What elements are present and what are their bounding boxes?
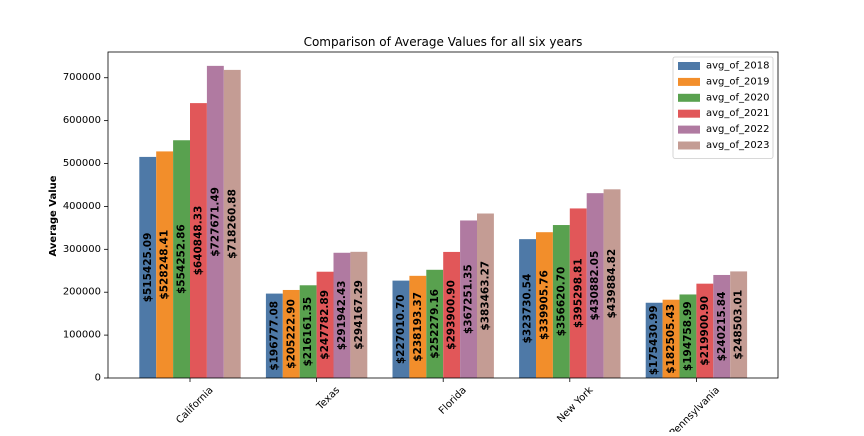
legend: avg_of_2018 avg_of_2019 avg_of_2020 avg_of_… <box>672 56 774 159</box>
bars-layer <box>139 65 748 379</box>
bar-value-label: $383463.27 <box>479 261 491 331</box>
bar-avg_of_2020-texas <box>299 285 317 378</box>
bar-value-label: $294167.29 <box>353 280 365 350</box>
bar-value-label: $238193.37 <box>412 292 424 362</box>
legend-entry-avg_of_2022: avg_of_2022 <box>706 124 769 135</box>
legend-swatch <box>678 125 700 134</box>
bar-avg_of_2022-florida <box>460 220 477 378</box>
y-tick-label: 700000 <box>63 72 101 83</box>
y-tick-label: 0 <box>95 373 101 384</box>
y-tick-label: 100000 <box>63 330 101 341</box>
y-tick-label: 200000 <box>63 287 101 298</box>
y-tick-label: 400000 <box>63 201 101 212</box>
bar-avg_of_2022-new-york <box>586 193 604 378</box>
bar-avg_of_2018-texas <box>265 293 283 378</box>
bar-value-label: $182505.43 <box>665 304 677 374</box>
bar-value-label: $240215.84 <box>716 292 728 362</box>
bar-avg_of_2018-new-york <box>519 239 536 378</box>
legend-entry-avg_of_2019: avg_of_2019 <box>706 76 769 87</box>
bar-value-label: $367251.35 <box>463 264 475 334</box>
bar-value-label: $293900.90 <box>446 280 458 350</box>
bar-value-label: $248503.01 <box>733 290 745 360</box>
y-tick-label: 600000 <box>63 115 101 126</box>
bar-value-label: $528248.41 <box>159 230 171 300</box>
bar-avg_of_2018-california <box>139 156 157 378</box>
bar-value-label: $395298.81 <box>572 258 584 328</box>
y-tick-label: 500000 <box>63 158 101 169</box>
bar-value-label: $515425.09 <box>142 233 154 303</box>
y-axis-label: Average Value <box>48 175 59 256</box>
bar-avg_of_2022-california <box>206 65 224 379</box>
bar-value-label: $356620.70 <box>555 267 567 337</box>
legend-entry-avg_of_2020: avg_of_2020 <box>706 92 769 103</box>
bar-value-label: $175430.99 <box>648 305 660 375</box>
bar-avg_of_2021-florida <box>443 251 461 378</box>
legend-swatch <box>678 109 700 118</box>
x-tick-label-new-york: New York <box>555 385 595 425</box>
legend-entry-avg_of_2023: avg_of_2023 <box>706 140 769 151</box>
bar-avg_of_2023-new-york <box>603 189 621 378</box>
legend-swatch <box>678 62 700 70</box>
bar-value-label: $430882.05 <box>589 251 601 321</box>
bar-avg_of_2019-pennsylvania <box>662 299 680 378</box>
bar-avg_of_2019-california <box>156 151 174 378</box>
bar-avg_of_2021-new-york <box>569 208 587 378</box>
bar-value-label: $554252.86 <box>176 224 188 294</box>
bar-value-label: $252279.16 <box>429 289 441 359</box>
x-tick-label-florida: Florida <box>437 385 469 417</box>
bar-avg_of_2023-florida <box>477 213 494 378</box>
bar-value-label: $640848.33 <box>192 206 204 276</box>
bar-avg_of_2021-california <box>190 103 207 379</box>
bar-value-label: $227010.70 <box>395 294 407 364</box>
bar-value-label: $194758.99 <box>682 301 694 371</box>
bar-avg_of_2018-pennsylvania <box>645 302 663 378</box>
bar-avg_of_2020-new-york <box>552 225 570 378</box>
bar-avg_of_2018-florida <box>392 280 410 378</box>
x-tick-label-california: California <box>174 385 215 426</box>
legend-swatch <box>678 141 700 150</box>
bar-value-label: $339905.76 <box>538 270 550 340</box>
bar-value-label: $727671.49 <box>209 187 221 257</box>
bar-avg_of_2021-texas <box>316 271 334 378</box>
bar-value-label: $216161.35 <box>302 297 314 367</box>
bar-avg_of_2020-pennsylvania <box>679 294 697 378</box>
bar-value-label: $219900.90 <box>699 296 711 366</box>
bar-avg_of_2022-pennsylvania <box>713 274 731 378</box>
bar-value-label: $247782.89 <box>319 290 331 360</box>
bar-value-label: $718260.88 <box>226 189 238 259</box>
bar-labels-layer: $515425.09 $528248.41 $554252.86 $640848.33… <box>142 187 745 375</box>
bar-avg_of_2023-texas <box>350 251 368 378</box>
bar-value-label: $205222.90 <box>285 299 297 369</box>
y-tick-label: 300000 <box>63 244 101 255</box>
bar-value-label: $291942.43 <box>336 281 348 351</box>
bar-value-label: $439884.82 <box>606 249 618 319</box>
bar-value-label: $196777.08 <box>268 301 280 371</box>
bar-avg_of_2023-pennsylvania <box>730 271 748 378</box>
legend-entry-avg_of_2018: avg_of_2018 <box>706 61 769 72</box>
bar-avg_of_2020-california <box>173 140 190 378</box>
bar-avg_of_2023-california <box>223 69 241 379</box>
legend-entry-avg_of_2021: avg_of_2021 <box>706 108 769 119</box>
bar-value-label: $323730.54 <box>522 274 534 344</box>
bar-avg_of_2019-texas <box>282 289 300 378</box>
legend-swatch <box>678 77 700 86</box>
chart-title: Comparison of Average Values for all six… <box>304 35 583 49</box>
bar-avg_of_2020-florida <box>426 269 444 378</box>
bar-avg_of_2019-new-york <box>536 232 553 378</box>
bar-avg_of_2021-pennsylvania <box>696 283 714 378</box>
bar-avg_of_2022-texas <box>333 252 351 378</box>
x-tick-label-texas: Texas <box>314 385 342 413</box>
x-tick-label-pennsylvania: Pennsylvania <box>668 385 722 432</box>
legend-swatch <box>678 93 700 102</box>
bar-avg_of_2019-florida <box>409 275 427 378</box>
